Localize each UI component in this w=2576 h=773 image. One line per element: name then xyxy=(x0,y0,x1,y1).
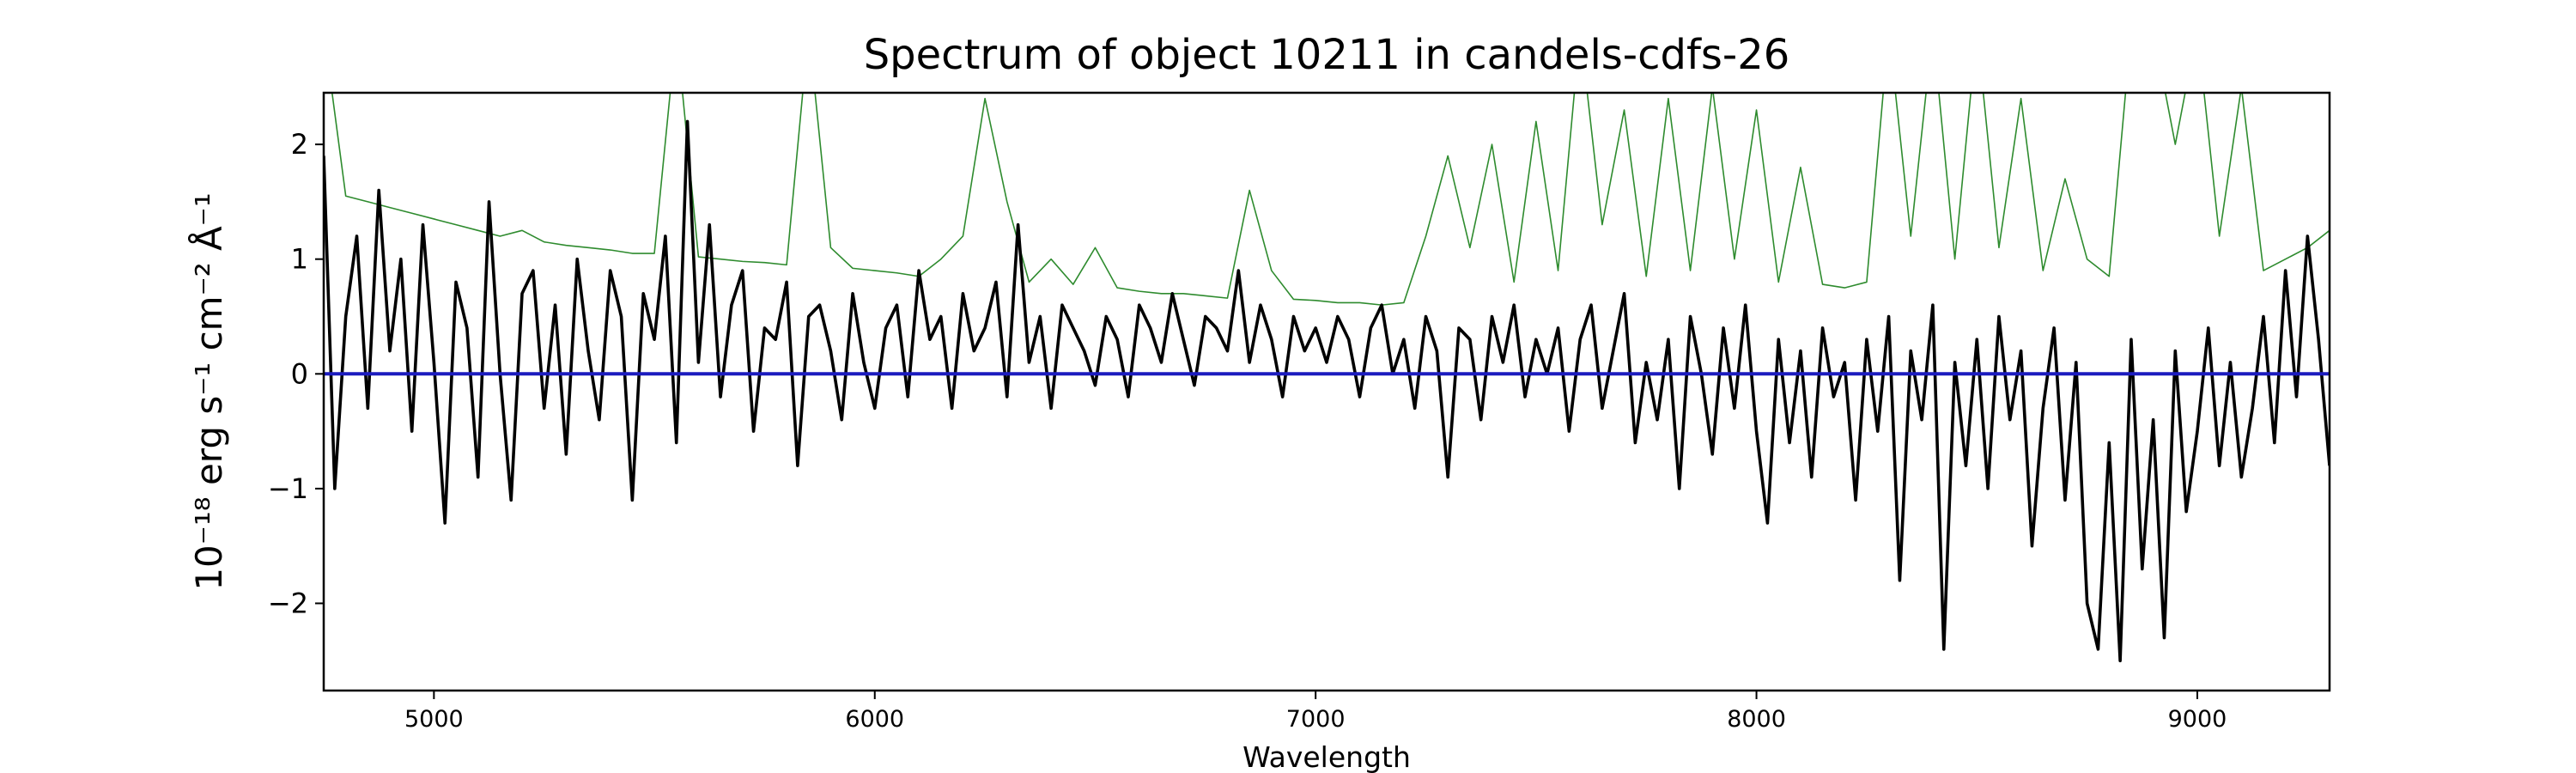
x-tick-label: 7000 xyxy=(1286,706,1346,733)
y-axis-label: 10⁻¹⁸ erg s⁻¹ cm⁻² Å⁻¹ xyxy=(187,192,230,590)
y-tick-label: 2 xyxy=(291,128,308,161)
y-tick-label: 1 xyxy=(291,243,308,276)
x-tick-label: 6000 xyxy=(845,706,904,733)
chart-title: Spectrum of object 10211 in candels-cdfs… xyxy=(864,31,1790,79)
x-axis-label: Wavelength xyxy=(1242,740,1411,773)
axes-frame xyxy=(322,91,2331,692)
y-tick-label: 0 xyxy=(291,357,308,390)
x-tick-label: 8000 xyxy=(1727,706,1786,733)
series-line xyxy=(331,93,2330,306)
y-tick-label: −1 xyxy=(268,472,308,505)
x-tick-label: 9000 xyxy=(2168,706,2227,733)
y-tick-label: −2 xyxy=(268,587,308,619)
plot-area xyxy=(324,93,2330,663)
x-tick-label: 5000 xyxy=(404,706,464,733)
